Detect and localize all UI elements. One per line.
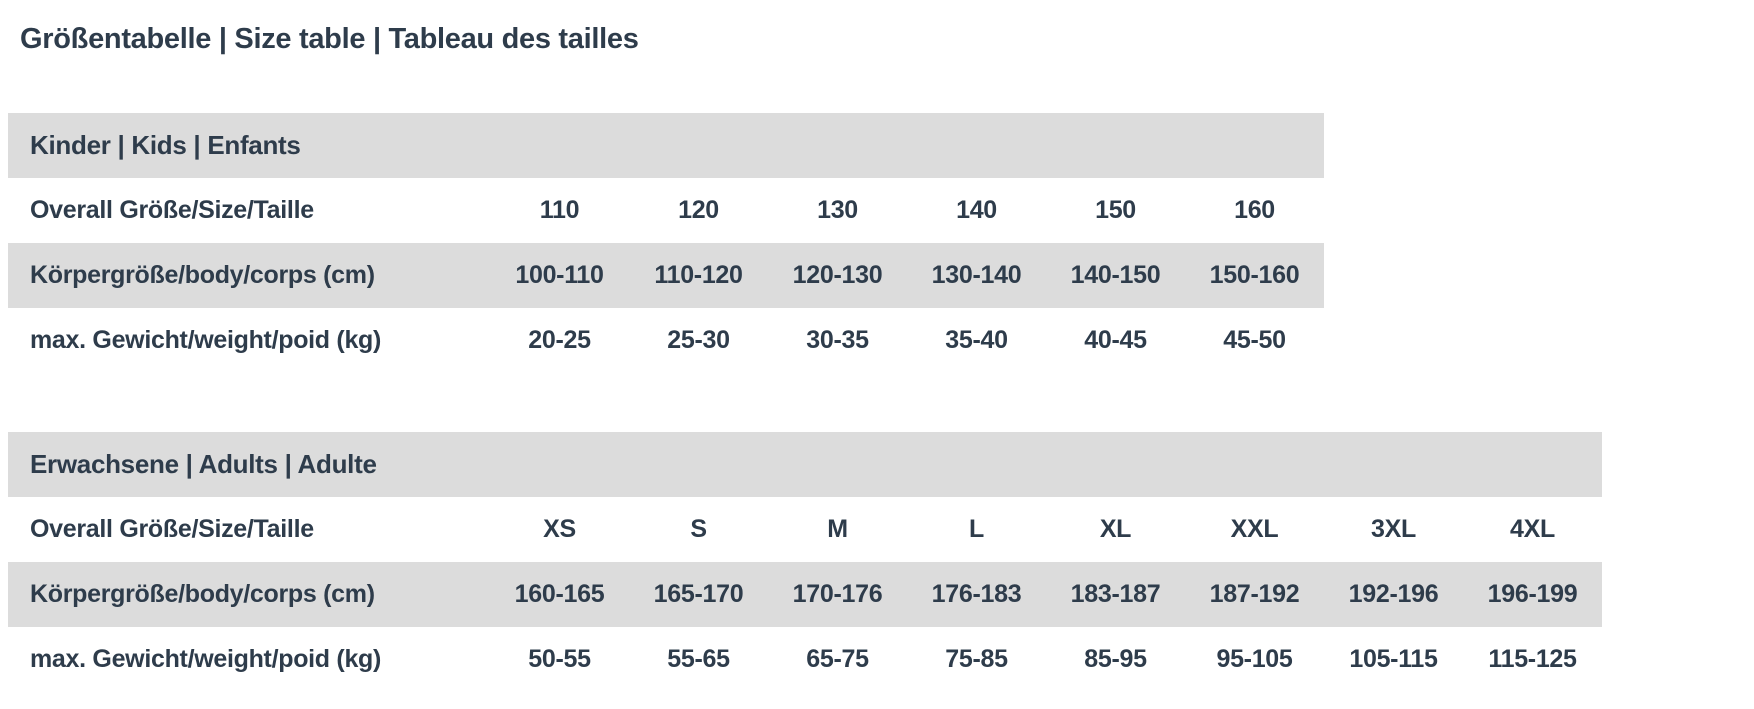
size-value-cell: 120 xyxy=(678,196,719,224)
table-row: Körpergröße/body/corps (cm) 160-165 165-17… xyxy=(8,562,1602,627)
table-row: max. Gewicht/weight/poid (kg) 20-25 25-30 3… xyxy=(8,308,1324,373)
size-value-cell: 130 xyxy=(817,196,858,224)
size-value-cell: 183-187 xyxy=(1070,580,1161,608)
size-value-cell: 105-115 xyxy=(1349,645,1438,673)
size-value-cell: 95-105 xyxy=(1216,645,1293,673)
size-value-cell: 30-35 xyxy=(806,326,869,354)
row-label: Körpergröße/body/corps (cm) xyxy=(30,580,375,608)
size-value-cell: 120-130 xyxy=(792,261,883,289)
row-label: max. Gewicht/weight/poid (kg) xyxy=(30,326,382,354)
size-value-cell: 55-65 xyxy=(667,645,730,673)
size-value-cell: 85-95 xyxy=(1084,645,1147,673)
table-section-header: Kinder | Kids | Enfants xyxy=(8,113,1324,178)
size-value-cell: 187-192 xyxy=(1209,580,1300,608)
size-value-cell: 176-183 xyxy=(931,580,1022,608)
size-value-cell: XL xyxy=(1099,515,1132,543)
table-row: Overall Größe/Size/Taille XS S M L XL XXL 3XL 4X… xyxy=(8,497,1602,562)
size-value-cell: XXL xyxy=(1230,515,1279,543)
size-value-cell: 115-125 xyxy=(1488,645,1577,673)
size-value-cell: 196-199 xyxy=(1487,580,1578,608)
size-value-cell: M xyxy=(827,515,848,543)
size-value-cell: 3XL xyxy=(1371,515,1416,543)
size-value-cell: 35-40 xyxy=(945,326,1008,354)
size-value-cell: 160 xyxy=(1234,196,1275,224)
row-label: Overall Größe/Size/Taille xyxy=(30,515,314,543)
table-row: max. Gewicht/weight/poid (kg) 50-55 55-65 6… xyxy=(8,627,1602,692)
size-value-cell: XS xyxy=(543,515,576,543)
row-label: Overall Größe/Size/Taille xyxy=(30,196,314,224)
row-label: max. Gewicht/weight/poid (kg) xyxy=(30,645,382,673)
size-value-cell: 192-196 xyxy=(1348,580,1439,608)
size-value-cell: 75-85 xyxy=(945,645,1008,673)
size-value-cell: 4XL xyxy=(1510,515,1555,543)
size-value-cell: 110 xyxy=(539,196,580,224)
table-row: Overall Größe/Size/Taille 110 120 130 140 150… xyxy=(8,178,1324,243)
size-value-cell: 140 xyxy=(956,196,997,224)
size-value-cell: 170-176 xyxy=(792,580,883,608)
adults-size-table: Erwachsene | Adults | Adulte Overall Größ… xyxy=(8,432,1602,692)
size-value-cell: 140-150 xyxy=(1070,261,1161,289)
size-value-cell: S xyxy=(690,515,707,543)
size-value-cell: 50-55 xyxy=(528,645,591,673)
size-value-cell: 150 xyxy=(1095,196,1136,224)
size-value-cell: 40-45 xyxy=(1084,326,1147,354)
row-label: Körpergröße/body/corps (cm) xyxy=(30,261,375,289)
size-value-cell: L xyxy=(969,515,984,543)
size-value-cell: 20-25 xyxy=(528,326,591,354)
size-value-cell: 65-75 xyxy=(806,645,869,673)
size-value-cell: 100-110 xyxy=(515,261,604,289)
size-value-cell: 150-160 xyxy=(1209,261,1300,289)
table-row: Körpergröße/body/corps (cm) 100-110 110-12… xyxy=(8,243,1324,308)
page-title: Größentabelle | Size table | Tableau des… xyxy=(20,23,639,55)
table-section-header: Erwachsene | Adults | Adulte xyxy=(8,432,1602,497)
size-value-cell: 45-50 xyxy=(1223,326,1286,354)
size-value-cell: 25-30 xyxy=(667,326,730,354)
kids-size-table: Kinder | Kids | Enfants Overall Größe/Siz… xyxy=(8,113,1324,373)
size-value-cell: 130-140 xyxy=(931,261,1022,289)
size-chart-page: Größentabelle | Size table | Tableau des… xyxy=(8,23,1602,692)
size-value-cell: 110-120 xyxy=(654,261,743,289)
size-value-cell: 165-170 xyxy=(653,580,744,608)
size-value-cell: 160-165 xyxy=(514,580,605,608)
